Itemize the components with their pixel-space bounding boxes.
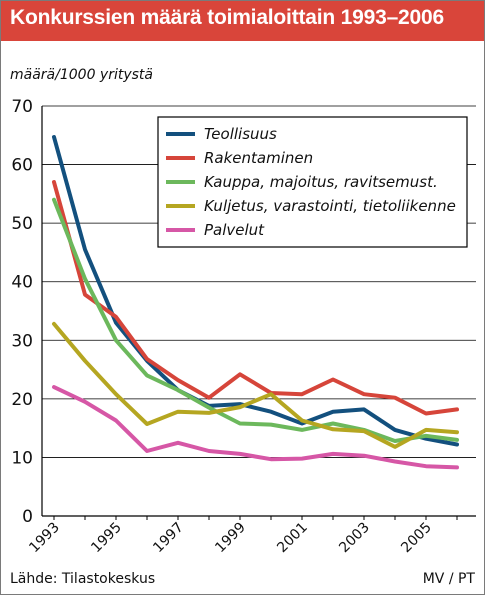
- y-tick-label: 40: [11, 273, 33, 293]
- legend-label-1: Rakentaminen: [204, 149, 313, 167]
- legend-label-0: Teollisuus: [204, 125, 277, 143]
- series-line-4: [52, 385, 459, 470]
- y-tick-label: 20: [11, 390, 33, 410]
- series-line-1: [52, 180, 459, 416]
- x-tick-label: 2001: [274, 520, 311, 557]
- y-tick-label: 70: [11, 97, 33, 117]
- series-line-3: [52, 321, 459, 449]
- y-tick-label: 50: [11, 214, 33, 234]
- credit-text: MV / PT: [422, 571, 475, 587]
- x-tick-label: 1995: [88, 520, 125, 557]
- legend-label-3: Kuljetus, varastointi, tietoliikenne: [204, 197, 456, 215]
- y-tick-label: 0: [22, 507, 33, 527]
- legend: Teollisuus Rakentaminen Kauppa, majoitus, …: [157, 116, 468, 248]
- title-bar: Konkurssien määrä toimialoittain 1993–20…: [1, 1, 484, 41]
- legend-label-4: Palvelut: [204, 221, 265, 239]
- series-line-0: [52, 135, 459, 447]
- chart-title: Konkurssien määrä toimialoittain 1993–20…: [10, 6, 444, 29]
- y-tick-label: 30: [11, 331, 33, 351]
- x-tick-label: 2003: [336, 520, 373, 557]
- series-line-2: [52, 197, 459, 443]
- y-tick-label: 10: [11, 448, 33, 468]
- y-tick-label: 60: [11, 156, 33, 176]
- x-tick-label: 2005: [398, 520, 435, 557]
- series-layer: [52, 135, 459, 470]
- x-tick-label: 1997: [150, 520, 187, 557]
- source-text: Lähde: Tilastokeskus: [10, 571, 156, 587]
- y-axis-unit-label: määrä/1000 yritystä: [10, 67, 153, 83]
- legend-box: [157, 116, 468, 248]
- legend-label-2: Kauppa, majoitus, ravitsemust.: [204, 173, 438, 191]
- x-tick-label: 1999: [212, 520, 249, 557]
